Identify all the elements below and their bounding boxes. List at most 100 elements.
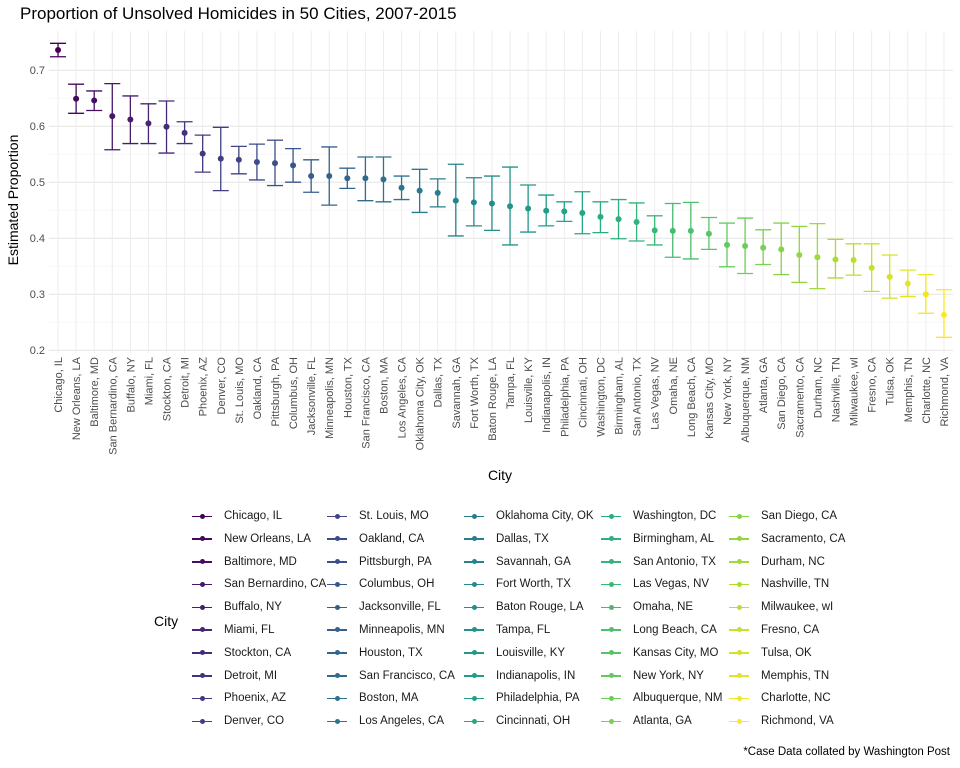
legend-key — [323, 576, 351, 592]
data-point — [326, 173, 333, 180]
legend-label: Tulsa, OK — [761, 646, 812, 659]
data-point — [886, 273, 893, 280]
legend-key-dot — [608, 718, 614, 724]
legend-key — [323, 690, 351, 706]
legend-key — [460, 508, 488, 524]
x-tick-label: San Bernardino, CA — [107, 356, 119, 454]
legend-key — [188, 690, 216, 706]
legend-label: Philadelphia, PA — [496, 692, 580, 705]
data-point — [434, 189, 441, 196]
legend-label: Baton Rouge, LA — [496, 601, 584, 614]
legend-key-dot — [471, 536, 477, 542]
legend-label: Durham, NC — [761, 555, 825, 568]
x-tick-label: Miami, FL — [143, 357, 155, 405]
legend-key — [323, 508, 351, 524]
legend-key — [188, 554, 216, 570]
data-point — [507, 203, 514, 210]
x-tick-label: Dallas, TX — [433, 356, 445, 407]
data-point — [416, 187, 423, 194]
legend-key — [597, 622, 625, 638]
legend-label: Los Angeles, CA — [359, 715, 445, 728]
legend-key — [460, 554, 488, 570]
legend-key — [725, 508, 753, 524]
legend-key-dot — [736, 536, 742, 542]
data-point — [127, 116, 134, 123]
data-point — [561, 208, 568, 215]
legend-key — [725, 599, 753, 615]
legend-key-dot — [334, 627, 340, 633]
legend-key — [460, 668, 488, 684]
legend-key-dot — [608, 695, 614, 701]
data-point — [922, 291, 929, 298]
data-point — [705, 230, 712, 237]
legend-title: City — [154, 613, 179, 629]
legend-key — [460, 599, 488, 615]
legend-label: San Francisco, CA — [359, 669, 455, 682]
legend-label: Baltimore, MD — [224, 555, 297, 568]
data-point — [633, 218, 640, 225]
x-tick-label: Oakland, CA — [252, 356, 264, 419]
data-point — [687, 227, 694, 234]
legend-key — [597, 645, 625, 661]
legend-key — [188, 508, 216, 524]
legend-key — [323, 531, 351, 547]
legend-label: Oakland, CA — [359, 532, 425, 545]
legend-key — [188, 531, 216, 547]
legend-label: Oklahoma City, OK — [496, 510, 594, 522]
x-tick-label: Denver, CO — [216, 357, 228, 415]
data-point — [742, 243, 749, 250]
legend-key — [188, 622, 216, 638]
y-tick-label: 0.5 — [30, 177, 45, 189]
legend-key-dot — [471, 513, 477, 519]
legend-key-dot — [471, 604, 477, 610]
data-point — [651, 227, 658, 234]
legend-label: Sacramento, CA — [761, 532, 846, 545]
data-point — [163, 123, 170, 130]
chart-title: Proportion of Unsolved Homicides in 50 C… — [20, 4, 457, 23]
data-point — [199, 150, 206, 157]
legend-key — [597, 599, 625, 615]
x-tick-label: Sacramento, CA — [794, 356, 806, 437]
legend-key-dot — [199, 513, 205, 519]
legend-key-dot — [736, 604, 742, 610]
legend-key-dot — [608, 650, 614, 656]
x-tick-label: Birmingham, AL — [614, 357, 626, 435]
x-tick-label: Memphis, TN — [903, 357, 915, 422]
legend-label: Atlanta, GA — [633, 715, 692, 728]
legend-label: Dallas, TX — [496, 532, 549, 545]
legend-key-dot — [471, 627, 477, 633]
legend-label: Omaha, NE — [633, 601, 694, 614]
legend-key-dot — [736, 627, 742, 633]
x-tick-label: San Antonio, TX — [632, 356, 644, 436]
legend-label: Las Vegas, NV — [633, 578, 710, 591]
data-point — [91, 97, 98, 104]
legend-label: Buffalo, NY — [224, 601, 282, 614]
legend-key — [597, 531, 625, 547]
x-tick-label: Tampa, FL — [505, 357, 517, 409]
legend-label: St. Louis, MO — [359, 510, 429, 522]
legend-key-dot — [334, 718, 340, 724]
data-point — [579, 210, 586, 216]
legend-key — [725, 690, 753, 706]
data-point — [724, 241, 730, 248]
legend-label: Boston, MA — [359, 692, 419, 705]
legend-key — [725, 576, 753, 592]
legend-key-dot — [608, 559, 614, 565]
legend-label: Tampa, FL — [496, 623, 551, 636]
x-tick-label: Kansas City, MO — [704, 357, 716, 439]
x-tick-label: Baton Rouge, LA — [487, 356, 499, 440]
legend-label: San Bernardino, CA — [224, 578, 327, 591]
legend-key — [597, 668, 625, 684]
legend-key-dot — [199, 718, 205, 724]
legend-key-dot — [736, 718, 742, 724]
legend-label: New York, NY — [633, 669, 704, 682]
legend-key — [188, 599, 216, 615]
x-tick-label: Buffalo, NY — [125, 356, 137, 412]
legend-label: Memphis, TN — [761, 669, 830, 682]
legend-key-dot — [334, 604, 340, 610]
data-point — [253, 159, 260, 166]
legend-key-dot — [736, 559, 742, 565]
legend-label: Fort Worth, TX — [496, 578, 571, 591]
legend-key — [460, 713, 488, 729]
x-tick-label: Fort Worth, TX — [469, 356, 481, 428]
